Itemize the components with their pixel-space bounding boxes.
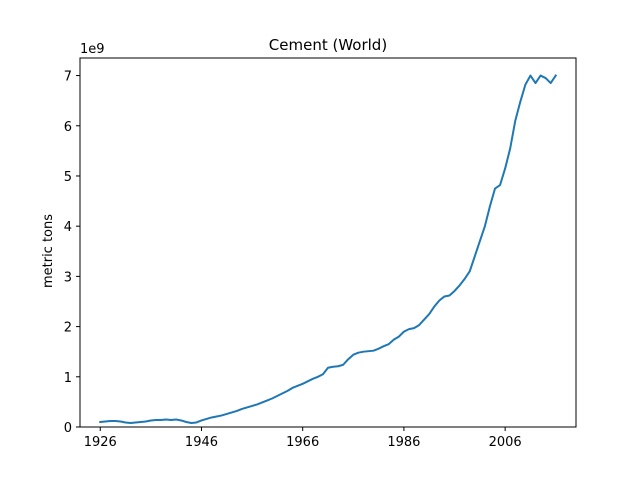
y-tick-label: 3 [64,270,72,285]
x-tick-label: 1926 [84,435,117,450]
y-tick-label: 5 [64,170,72,185]
y-tick-label: 0 [64,421,72,436]
x-tick-label: 1946 [185,435,218,450]
x-tick-label: 1966 [286,435,319,450]
y-offset-text: 1e9 [80,42,105,57]
axes-frame [79,57,577,428]
plot-area: 1926 1946 1966 1986 2006 0 1 2 3 4 5 6 7 [64,57,577,450]
y-tick-label: 6 [64,120,72,135]
x-tick-label: 2006 [489,435,522,450]
y-tick-label: 4 [64,220,72,235]
y-axis-label: metric tons [41,214,56,288]
chart-title: Cement (World) [269,36,387,54]
y-tick-label: 2 [64,321,72,336]
x-tick-label: 1986 [387,435,420,450]
y-tick-label: 1 [64,371,72,386]
y-tick-label: 7 [64,70,72,85]
series-line [99,74,558,424]
